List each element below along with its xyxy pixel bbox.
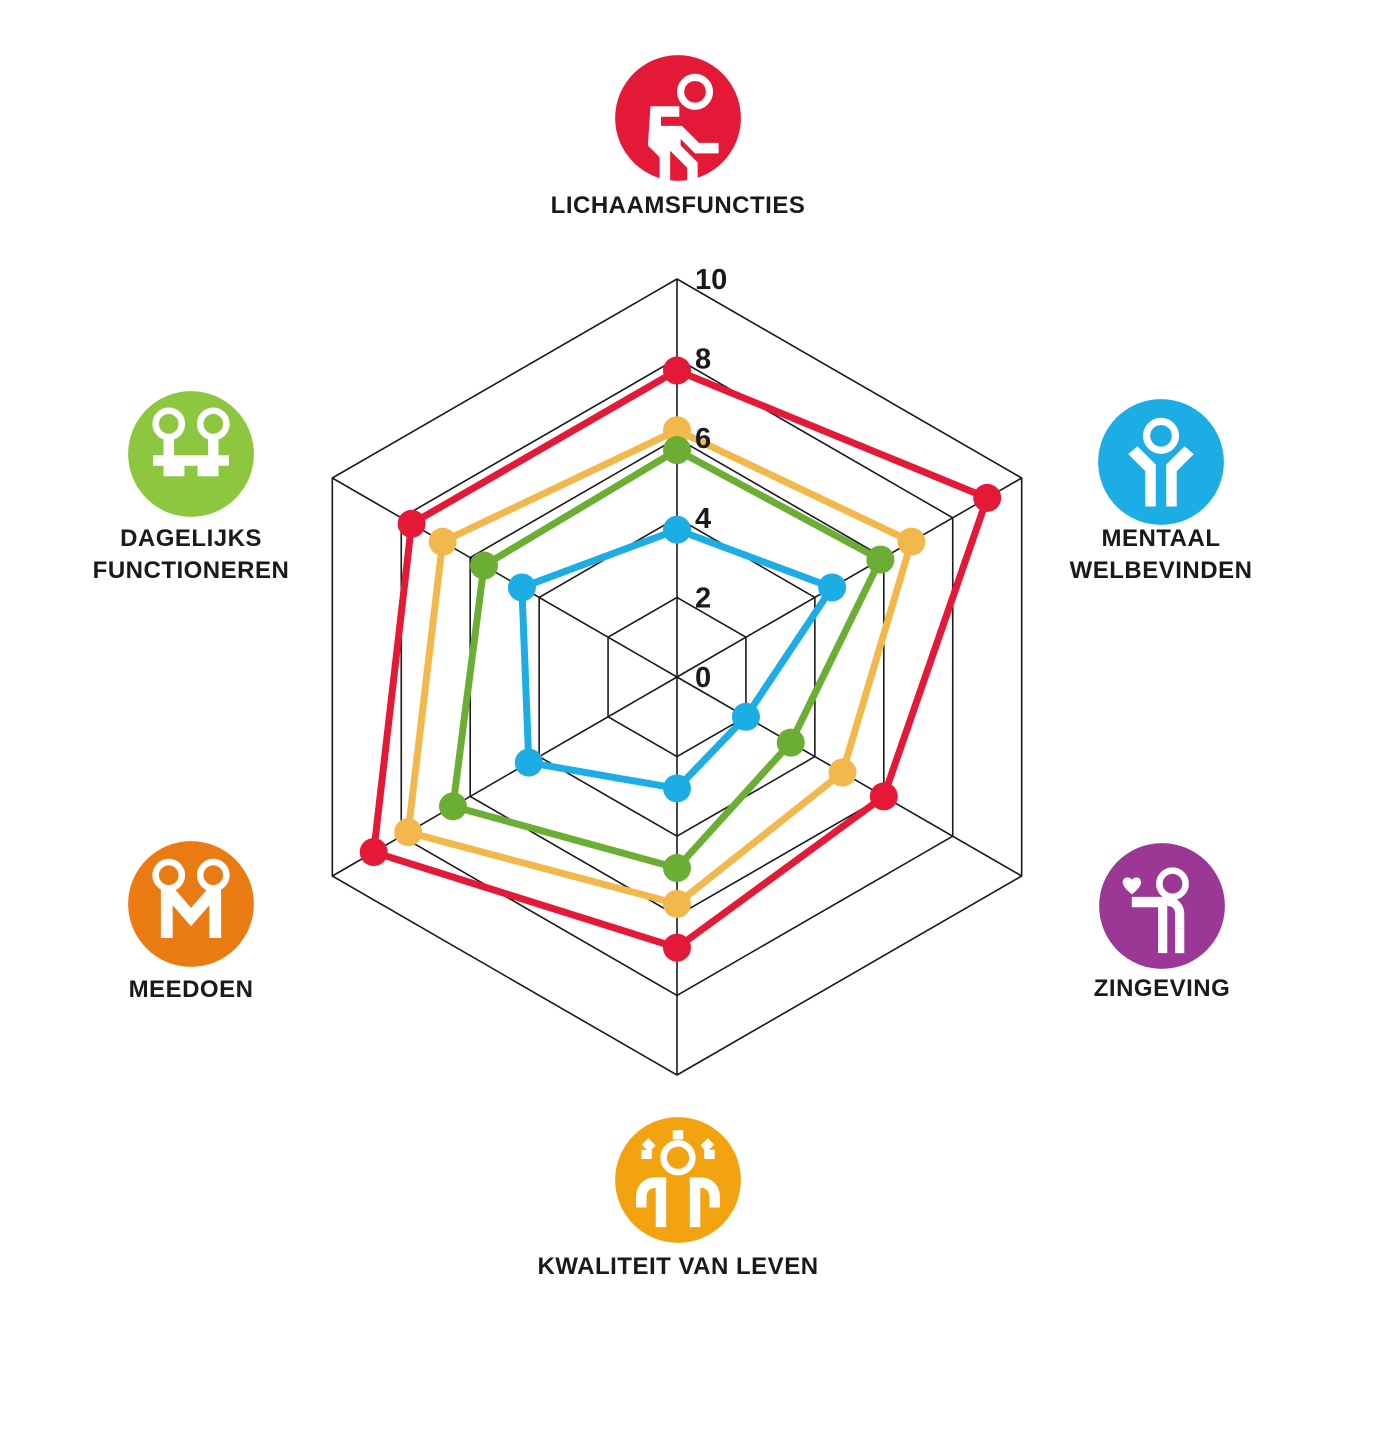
svg-text:4: 4	[695, 503, 711, 535]
svg-text:2: 2	[695, 582, 711, 614]
svg-text:0: 0	[695, 662, 711, 694]
svg-text:8: 8	[695, 344, 711, 376]
svg-text:6: 6	[695, 423, 711, 455]
svg-text:10: 10	[695, 264, 727, 296]
